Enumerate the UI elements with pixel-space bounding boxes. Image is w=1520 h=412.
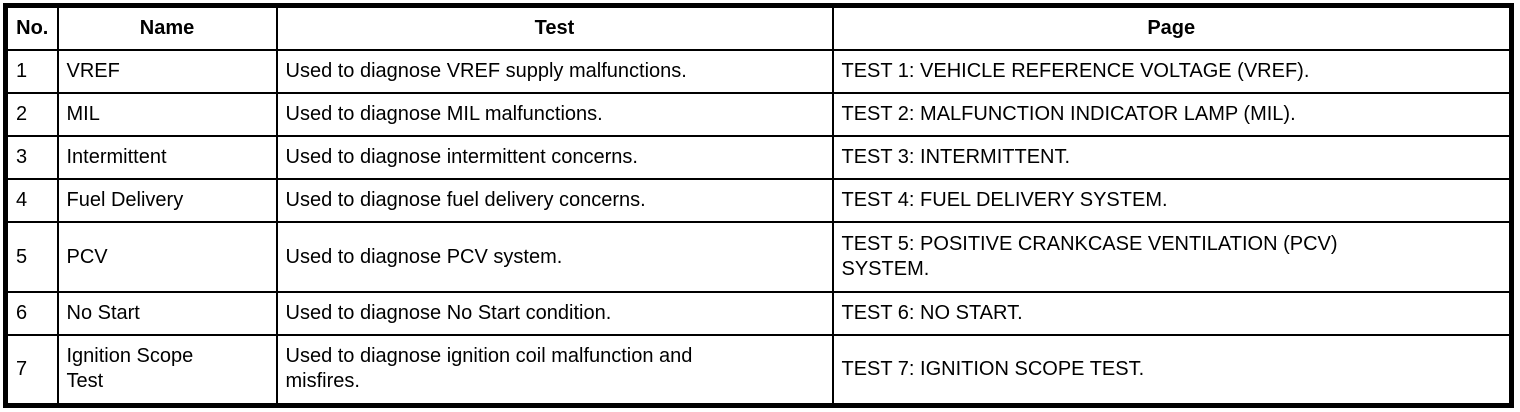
cell-test: Used to diagnose MIL malfunctions.: [275, 92, 834, 137]
cell-no: 2: [4, 92, 59, 137]
cell-name: VREF: [56, 49, 278, 94]
cell-no: 7: [4, 334, 59, 406]
cell-name: Fuel Delivery: [56, 178, 278, 223]
cell-no: 3: [4, 135, 59, 180]
cell-test: Used to diagnose VREF supply malfunction…: [275, 49, 834, 94]
cell-name: PCV: [56, 221, 278, 293]
cell-name: Ignition Scope Test: [56, 334, 278, 406]
cell-no: 6: [4, 291, 59, 336]
cell-name: MIL: [56, 92, 278, 137]
cell-page: TEST 6: NO START.: [831, 291, 1513, 336]
column-header-test: Test: [275, 4, 834, 51]
cell-test: Used to diagnose intermittent concerns.: [275, 135, 834, 180]
cell-no: 4: [4, 178, 59, 223]
column-header-name: Name: [56, 4, 278, 51]
cell-no: 5: [4, 221, 59, 293]
diagnostic-tests-table: No. Name Test Page 1 VREF Used to diagno…: [3, 3, 1514, 408]
cell-test: Used to diagnose PCV system.: [275, 221, 834, 293]
table-row: 7 Ignition Scope Test Used to diagnose i…: [4, 334, 1513, 406]
cell-page: TEST 4: FUEL DELIVERY SYSTEM.: [831, 178, 1513, 223]
cell-page: TEST 3: INTERMITTENT.: [831, 135, 1513, 180]
table-row: 2 MIL Used to diagnose MIL malfunctions.…: [4, 92, 1513, 137]
column-header-page: Page: [831, 4, 1513, 51]
table-header-row: No. Name Test Page: [4, 4, 1513, 51]
cell-no: 1: [4, 49, 59, 94]
column-header-no: No.: [4, 4, 59, 51]
table-row: 5 PCV Used to diagnose PCV system. TEST …: [4, 221, 1513, 293]
table-row: 3 Intermittent Used to diagnose intermit…: [4, 135, 1513, 180]
table-row: 6 No Start Used to diagnose No Start con…: [4, 291, 1513, 336]
table-row: 4 Fuel Delivery Used to diagnose fuel de…: [4, 178, 1513, 223]
cell-test: Used to diagnose No Start condition.: [275, 291, 834, 336]
cell-page: TEST 2: MALFUNCTION INDICATOR LAMP (MIL)…: [831, 92, 1513, 137]
cell-page: TEST 1: VEHICLE REFERENCE VOLTAGE (VREF)…: [831, 49, 1513, 94]
cell-test: Used to diagnose fuel delivery concerns.: [275, 178, 834, 223]
cell-page: TEST 5: POSITIVE CRANKCASE VENTILATION (…: [831, 221, 1513, 293]
cell-page: TEST 7: IGNITION SCOPE TEST.: [831, 334, 1513, 406]
cell-name: Intermittent: [56, 135, 278, 180]
cell-test: Used to diagnose ignition coil malfuncti…: [275, 334, 834, 406]
table-row: 1 VREF Used to diagnose VREF supply malf…: [4, 49, 1513, 94]
cell-name: No Start: [56, 291, 278, 336]
